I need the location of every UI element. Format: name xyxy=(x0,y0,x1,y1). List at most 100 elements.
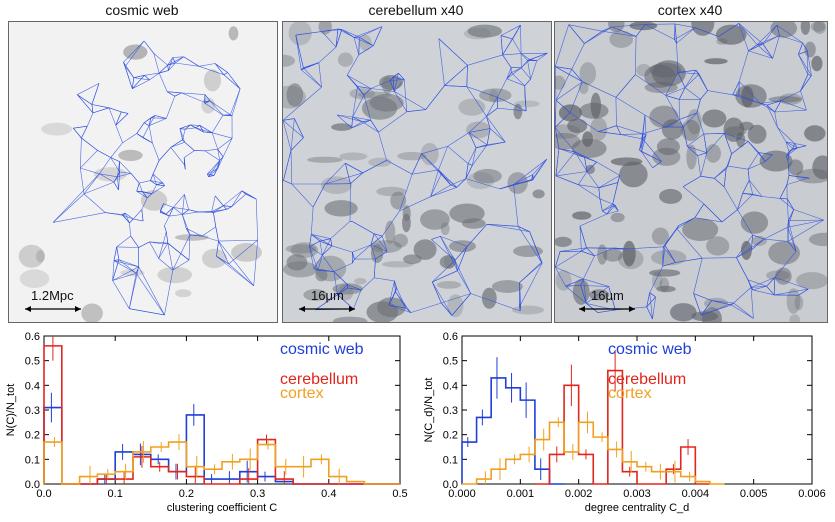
series-line-cerebellum xyxy=(43,345,400,485)
y-tick-label: 0.2 xyxy=(443,430,458,442)
series-line-cortex xyxy=(462,421,725,485)
texture-blob xyxy=(320,176,353,194)
network-edge xyxy=(580,285,587,304)
network-edge xyxy=(347,284,362,291)
network-edge xyxy=(141,197,148,210)
network-edge xyxy=(388,304,411,313)
network-edges xyxy=(52,40,258,316)
network-edge xyxy=(750,287,754,291)
network-edge xyxy=(468,128,491,133)
network-edge xyxy=(183,157,186,170)
network-edge xyxy=(135,273,165,316)
network-edge xyxy=(406,109,426,112)
network-edge xyxy=(639,149,642,153)
network-edge xyxy=(765,154,773,162)
network-edge xyxy=(112,273,137,281)
network-edge xyxy=(350,172,363,184)
texture-blob xyxy=(384,220,396,244)
network-edge xyxy=(167,91,182,94)
network-edge xyxy=(736,257,749,280)
texture-blob xyxy=(796,272,827,290)
network-edge xyxy=(598,131,621,135)
network-edge xyxy=(465,165,473,179)
network-edge xyxy=(731,304,754,319)
network-edge xyxy=(788,147,798,152)
network-edge xyxy=(674,27,696,40)
network-edge xyxy=(373,26,383,46)
network-edge xyxy=(370,120,379,133)
network-edge xyxy=(787,241,797,252)
network-edge xyxy=(322,245,333,256)
network-edge xyxy=(319,241,323,256)
network-edge xyxy=(731,302,734,306)
network-edge xyxy=(788,220,797,252)
network-edge xyxy=(774,111,778,128)
network-edge xyxy=(182,194,185,215)
network-edge xyxy=(616,125,643,135)
network-edge xyxy=(207,173,209,177)
network-edge xyxy=(158,243,164,259)
network-edge xyxy=(486,128,491,145)
network-edge xyxy=(352,252,355,260)
texture-blob xyxy=(203,69,222,92)
network-edge xyxy=(124,66,133,89)
network-edge xyxy=(370,88,395,92)
network-edge xyxy=(337,28,342,30)
network-edge xyxy=(674,23,696,28)
texture-blob xyxy=(808,232,827,247)
network-edge xyxy=(793,209,824,221)
network-edge xyxy=(130,173,140,184)
texture-blob xyxy=(686,144,697,170)
network-edge xyxy=(80,150,98,169)
network-edge xyxy=(777,127,787,143)
network-edge xyxy=(351,116,353,129)
network-edge xyxy=(581,250,595,257)
network-edge xyxy=(641,134,647,152)
scale-arrow-icon xyxy=(579,306,635,312)
network-edge xyxy=(617,175,620,183)
network-edge xyxy=(148,125,153,143)
network-edge xyxy=(752,285,767,291)
network-edge xyxy=(394,91,408,112)
network-edge xyxy=(794,143,807,146)
network-edge xyxy=(596,161,620,176)
network-edge xyxy=(213,205,224,213)
texture-blob xyxy=(585,164,595,174)
texture-blob xyxy=(354,277,367,285)
network-edge xyxy=(322,238,331,256)
network-edge xyxy=(158,242,169,259)
scale-label: 16μm xyxy=(591,288,624,303)
network-edge xyxy=(337,284,348,295)
texture-blob xyxy=(739,121,754,131)
network-edge xyxy=(118,259,139,268)
network-edge xyxy=(374,277,395,282)
legend-cerebellum: cerebellum xyxy=(280,371,358,388)
network-edge xyxy=(644,24,675,40)
texture-blob xyxy=(610,212,625,223)
network-edge xyxy=(133,209,143,220)
network-edge xyxy=(135,266,139,274)
network-edge xyxy=(190,124,200,126)
texture-blob xyxy=(786,288,801,314)
network-edge xyxy=(441,293,471,304)
network-edge xyxy=(733,302,754,319)
texture-blob xyxy=(513,245,543,257)
network-edge xyxy=(167,242,181,254)
network-edge xyxy=(807,51,812,76)
network-edge xyxy=(353,26,383,38)
network-edge xyxy=(652,161,662,168)
texture-blob xyxy=(670,303,697,322)
network-edge xyxy=(635,74,666,96)
network-edge xyxy=(73,125,88,129)
network-edge xyxy=(602,203,613,212)
network-edge xyxy=(207,173,215,176)
network-edge xyxy=(639,134,647,151)
network-edge xyxy=(333,271,348,285)
network-edge xyxy=(230,88,241,115)
network-edge xyxy=(649,266,663,293)
network-edge xyxy=(217,156,224,169)
network-edge xyxy=(218,240,229,265)
network-edge xyxy=(555,66,583,83)
texture-blob xyxy=(349,88,376,100)
network-edge xyxy=(700,152,708,177)
